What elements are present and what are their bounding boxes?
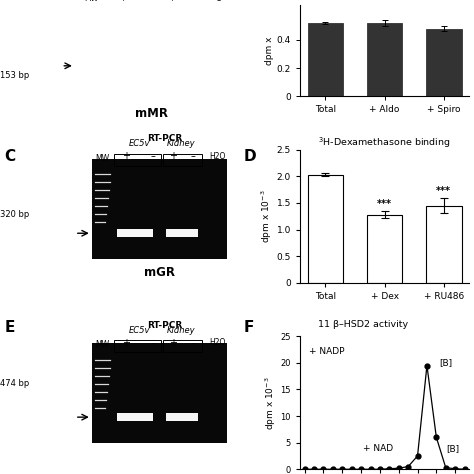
Text: H2O: H2O <box>209 338 225 347</box>
Y-axis label: dpm x 10$^{-3}$: dpm x 10$^{-3}$ <box>259 190 274 243</box>
Bar <box>117 229 153 237</box>
Text: +: + <box>169 338 177 348</box>
Text: –: – <box>191 151 196 161</box>
Bar <box>114 63 147 69</box>
Text: MW: MW <box>95 154 109 163</box>
Text: 474 bp: 474 bp <box>0 380 29 388</box>
Text: [B]: [B] <box>447 444 460 453</box>
Bar <box>163 154 202 166</box>
Bar <box>164 63 202 69</box>
Text: +: + <box>168 0 175 3</box>
Text: C: C <box>216 0 221 3</box>
Text: E: E <box>5 320 15 335</box>
Text: MW: MW <box>85 0 99 3</box>
Text: + NADP: + NADP <box>310 347 345 356</box>
Text: ***: *** <box>436 186 451 196</box>
Bar <box>426 28 462 96</box>
Text: [B]: [B] <box>439 358 452 367</box>
Text: 153 bp: 153 bp <box>0 72 29 80</box>
Bar <box>367 23 402 96</box>
Bar <box>117 413 153 421</box>
Text: 11 β–HSD2 activity: 11 β–HSD2 activity <box>318 320 408 329</box>
Bar <box>92 343 227 443</box>
Bar <box>166 413 199 421</box>
Text: Kidney: Kidney <box>167 326 196 335</box>
Text: –: – <box>190 0 194 3</box>
Text: +: + <box>122 151 129 161</box>
Bar <box>367 215 402 283</box>
Text: RT-PCR: RT-PCR <box>147 134 182 143</box>
Text: ***: *** <box>377 199 392 209</box>
Bar <box>114 154 161 166</box>
Text: H2O: H2O <box>209 152 225 161</box>
Text: –: – <box>150 338 155 348</box>
Bar <box>114 340 161 352</box>
Text: EC5v: EC5v <box>128 326 150 335</box>
Text: –: – <box>191 338 196 348</box>
Text: Kidney: Kidney <box>167 139 196 148</box>
Y-axis label: dpm x: dpm x <box>265 36 274 64</box>
Text: +: + <box>169 151 177 161</box>
Text: +: + <box>119 0 126 3</box>
Text: 320 bp: 320 bp <box>0 210 29 219</box>
Text: mGR: mGR <box>144 266 175 279</box>
Text: EC5v: EC5v <box>128 139 150 148</box>
Bar <box>308 175 343 283</box>
Text: + NAD: + NAD <box>363 444 393 453</box>
Text: mMR: mMR <box>135 107 167 120</box>
Text: MW: MW <box>95 340 109 349</box>
Text: –: – <box>140 0 145 3</box>
Bar <box>92 159 227 259</box>
Bar <box>308 23 343 96</box>
Text: C: C <box>5 149 16 164</box>
Title: $^3$H-Dexamethasone binding: $^3$H-Dexamethasone binding <box>319 135 451 150</box>
Text: F: F <box>244 320 255 335</box>
Text: –: – <box>150 151 155 161</box>
Text: RT-PCR: RT-PCR <box>147 320 182 329</box>
Text: D: D <box>244 149 257 164</box>
Bar <box>163 340 202 352</box>
Text: +: + <box>122 338 129 348</box>
Y-axis label: dpm x 10$^{-3}$: dpm x 10$^{-3}$ <box>263 376 278 429</box>
Bar <box>166 229 199 237</box>
Bar <box>426 206 462 283</box>
